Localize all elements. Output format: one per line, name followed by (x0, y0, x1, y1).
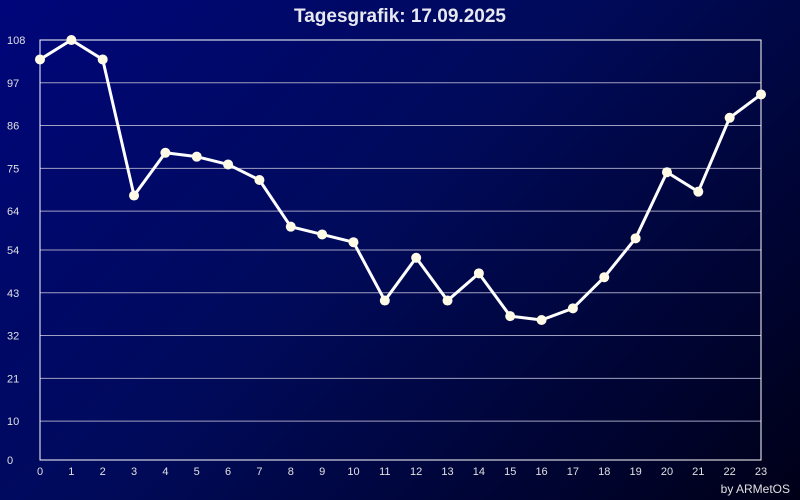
y-tick-label: 0 (7, 455, 13, 467)
credit-label: by ARMetOS (720, 482, 790, 496)
data-point (160, 147, 171, 158)
x-tick-label: 19 (629, 466, 641, 478)
data-point (191, 151, 202, 162)
data-point (567, 303, 578, 314)
data-point (442, 295, 453, 306)
x-tick-label: 1 (68, 466, 74, 478)
y-tick-label: 54 (7, 245, 19, 257)
x-tick-label: 6 (225, 466, 231, 478)
x-tick-label: 9 (319, 466, 325, 478)
y-tick-label: 64 (7, 206, 19, 218)
data-point (693, 186, 704, 197)
x-tick-label: 12 (410, 466, 422, 478)
x-tick-label: 11 (379, 466, 390, 478)
data-point (35, 54, 45, 65)
x-tick-label: 23 (755, 466, 767, 478)
y-tick-label: 75 (7, 163, 19, 175)
x-tick-label: 18 (598, 466, 610, 478)
x-tick-label: 16 (535, 466, 547, 478)
data-point (411, 252, 422, 263)
y-tick-label: 86 (7, 121, 19, 133)
chart-title: Tagesgrafik: 17.09.2025 (294, 6, 506, 27)
data-point (379, 295, 390, 306)
data-point (317, 229, 328, 240)
x-tick-label: 7 (256, 466, 262, 478)
x-tick-label: 14 (473, 466, 485, 478)
data-point (97, 54, 108, 65)
data-point (348, 237, 359, 248)
y-tick-label: 21 (7, 373, 19, 385)
y-tick-label: 10 (7, 416, 19, 428)
data-point (661, 167, 672, 178)
data-point (630, 233, 641, 244)
plot-frame (39, 39, 762, 461)
x-tick-label: 5 (194, 466, 200, 478)
data-point (724, 112, 735, 123)
y-tick-label: 32 (7, 331, 19, 343)
x-tick-label: 21 (692, 466, 704, 478)
data-point (473, 268, 484, 279)
data-point (66, 35, 77, 45)
x-tick-label: 13 (441, 466, 453, 478)
data-point (254, 175, 265, 185)
data-point (285, 221, 296, 232)
y-tick-label: 97 (7, 78, 19, 90)
x-tick-label: 10 (347, 466, 359, 478)
x-tick-label: 8 (288, 466, 294, 478)
x-tick-label: 15 (504, 466, 516, 478)
x-tick-label: 4 (162, 466, 168, 478)
series-line (39, 38, 762, 322)
y-tick-label: 43 (7, 288, 19, 300)
data-point (129, 190, 140, 201)
data-point (756, 89, 766, 100)
x-tick-label: 0 (37, 466, 43, 478)
data-point (505, 311, 516, 322)
data-point (599, 272, 610, 283)
y-tick-label: 108 (7, 35, 25, 47)
x-tick-label: 3 (131, 466, 137, 478)
data-point (223, 159, 234, 170)
x-tick-label: 2 (100, 466, 106, 478)
data-point (536, 315, 547, 325)
x-tick-label: 20 (661, 466, 673, 478)
x-tick-label: 22 (724, 466, 736, 478)
x-tick-label: 17 (567, 466, 579, 478)
